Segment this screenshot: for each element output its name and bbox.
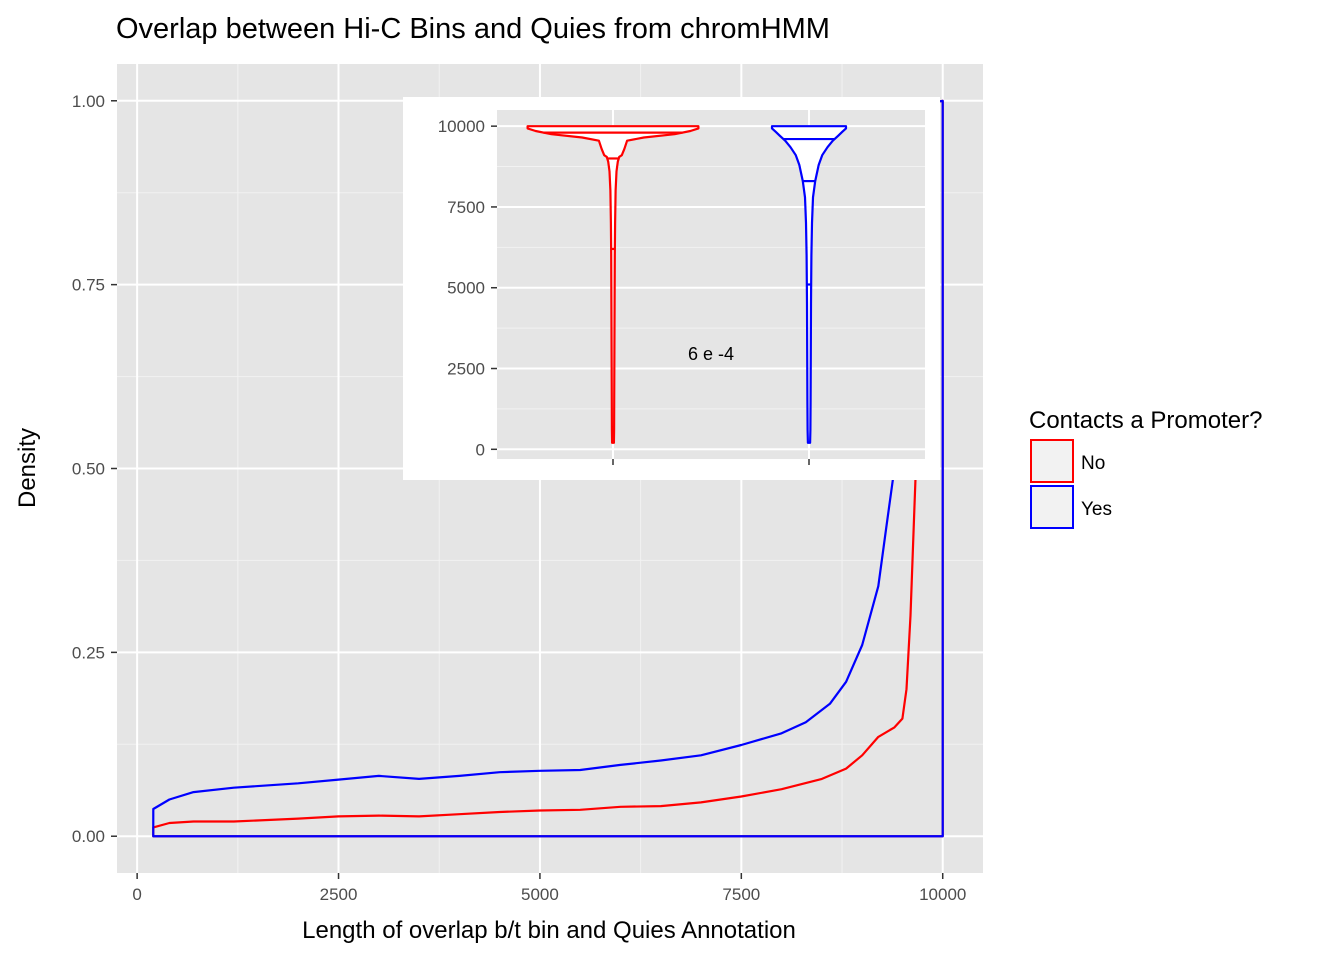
inset-x-axis-ticks: [612, 459, 810, 465]
legend-label-no: No: [1081, 453, 1105, 474]
y-tick-label: 0.75: [72, 276, 105, 295]
y-axis-title: Density: [14, 428, 41, 508]
violin-no: [526, 125, 700, 444]
inset-violins: [526, 125, 848, 444]
legend-key-no: [1030, 439, 1074, 483]
x-axis-ticks: 0 2500 5000 7500 10000: [132, 873, 966, 904]
x-axis-title: Length of overlap b/t bin and Quies Anno…: [302, 917, 796, 944]
inset-y-tick-label: 5000: [447, 279, 485, 298]
inset-y-tick-label: 0: [476, 440, 485, 459]
legend-title: Contacts a Promoter?: [1029, 407, 1262, 434]
legend-key-yes: [1030, 485, 1074, 529]
legend-items: No Yes: [1030, 439, 1112, 529]
y-tick-label: 0.25: [72, 643, 105, 662]
x-tick-label: 2500: [320, 885, 358, 904]
inset-annotation: 6 e -4: [688, 344, 734, 364]
inset-violin-plot: 0 2500 5000 7500 10000 6 e -4: [403, 97, 940, 480]
y-axis-ticks: 0.00 0.25 0.50 0.75 1.00: [72, 92, 117, 846]
inset-panel: [497, 110, 925, 459]
y-tick-label: 1.00: [72, 92, 105, 111]
chart-title: Overlap between Hi-C Bins and Quies from…: [116, 13, 830, 45]
inset-y-tick-label: 10000: [438, 117, 485, 136]
legend-label-yes: Yes: [1081, 499, 1112, 520]
x-tick-label: 10000: [919, 885, 966, 904]
legend: Contacts a Promoter? No Yes: [1029, 407, 1262, 529]
inset-y-axis-ticks: 0 2500 5000 7500 10000: [438, 117, 497, 459]
x-tick-label: 7500: [722, 885, 760, 904]
y-tick-label: 0.50: [72, 460, 105, 479]
inset-y-tick-label: 2500: [447, 360, 485, 379]
y-tick-label: 0.00: [72, 827, 105, 846]
inset-y-tick-label: 7500: [447, 198, 485, 217]
x-tick-label: 0: [132, 885, 141, 904]
x-tick-label: 5000: [521, 885, 559, 904]
